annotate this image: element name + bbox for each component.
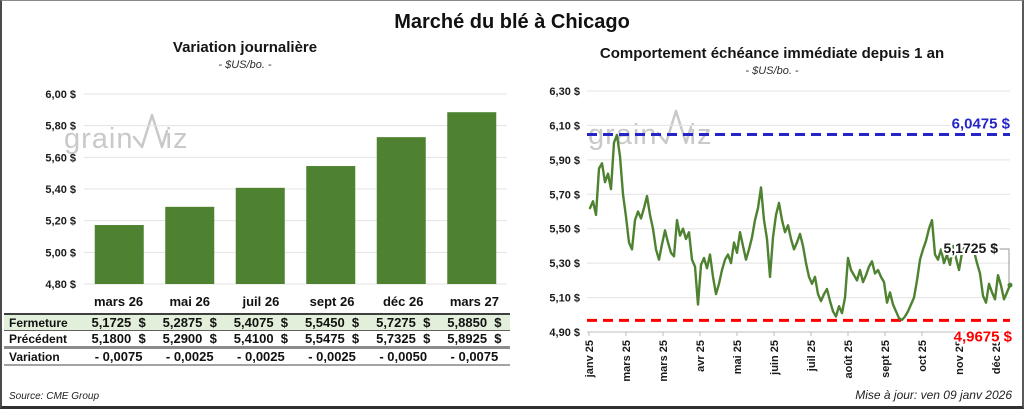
y-tick-label: 5,50 $ bbox=[549, 224, 580, 236]
high-value-label: 6,0475 $ bbox=[952, 115, 1011, 132]
x-tick-label: mars 25 bbox=[621, 340, 633, 382]
y-tick-label: 4,80 $ bbox=[45, 279, 76, 291]
month-header: sept 26 bbox=[309, 294, 355, 309]
value-cell: - 0,0025 bbox=[308, 349, 356, 364]
value-cell: - 0,0050 bbox=[379, 349, 428, 364]
row-label: Fermeture bbox=[9, 315, 68, 330]
x-tick-label: août 25 bbox=[843, 340, 855, 379]
watermark-text: iz bbox=[165, 123, 189, 155]
value-cell: 5,4075 $ bbox=[233, 315, 288, 330]
y-tick-label: 4,90 $ bbox=[549, 327, 580, 339]
month-header: déc 26 bbox=[382, 294, 424, 309]
value-cell: 5,8925 $ bbox=[447, 331, 502, 346]
month-header: mars 26 bbox=[94, 294, 144, 309]
low-value-label: 4,9675 $ bbox=[954, 328, 1013, 345]
value-cell: 5,1725 $ bbox=[91, 315, 146, 330]
bar bbox=[235, 187, 285, 284]
month-header: mai 26 bbox=[169, 294, 210, 309]
bar-chart-title: Variation journalière bbox=[172, 39, 318, 56]
y-tick-label: 5,60 $ bbox=[45, 152, 76, 164]
y-tick-label: 6,10 $ bbox=[549, 120, 580, 132]
y-tick-label: 5,00 $ bbox=[45, 247, 76, 259]
bar bbox=[376, 137, 426, 284]
grainwiz-watermark: grain iz bbox=[64, 111, 188, 154]
update-note: Mise à jour: ven 09 janv 2026 bbox=[855, 388, 1012, 402]
x-tick-label: mai 25 bbox=[732, 340, 744, 374]
table-row-precedent: Précédent 5,1800 $ 5,2900 $ 5,4100 $ 5,5475 … bbox=[4, 331, 510, 348]
value-cell: 5,4100 $ bbox=[233, 331, 288, 346]
x-tick-label: nov 25 bbox=[954, 340, 966, 375]
bar-chart-subtitle: - $US/bo. - bbox=[218, 59, 272, 71]
value-cell: - 0,0075 bbox=[94, 349, 143, 364]
x-tick-label: déc 25 bbox=[991, 340, 1003, 374]
value-cell: 5,8850 $ bbox=[447, 315, 502, 330]
table-row-variation: Variation - 0,0075 - 0,0025 - 0,0025 - 0,002… bbox=[4, 348, 510, 365]
x-tick-label: juil 25 bbox=[806, 340, 818, 372]
x-tick-label: avr 25 bbox=[695, 340, 707, 372]
watermark-text: grain bbox=[64, 123, 134, 155]
y-tick-label: 5,20 $ bbox=[45, 216, 76, 228]
value-cell: - 0,0075 bbox=[450, 349, 499, 364]
x-tick-label: sept 25 bbox=[880, 340, 892, 378]
value-cell: 5,7275 $ bbox=[376, 315, 431, 330]
bar bbox=[94, 225, 144, 284]
value-cell: 5,2900 $ bbox=[162, 331, 217, 346]
last-point-marker bbox=[1007, 282, 1013, 288]
x-tick-label: oct 25 bbox=[917, 340, 929, 372]
watermark-zigzag-icon bbox=[656, 109, 692, 145]
value-cell: 5,7325 $ bbox=[376, 331, 431, 346]
bar bbox=[165, 206, 215, 284]
month-header: mars 27 bbox=[449, 294, 499, 309]
y-tick-label: 5,30 $ bbox=[549, 258, 580, 270]
row-label: Précédent bbox=[9, 331, 68, 346]
row-label: Variation bbox=[9, 349, 60, 364]
page-title: Marché du blé à Chicago bbox=[394, 11, 630, 33]
value-cell: - 0,0025 bbox=[165, 349, 214, 364]
value-cell: - 0,0025 bbox=[237, 349, 285, 364]
last-value-label: 5,1725 $ bbox=[944, 240, 999, 256]
watermark-zigzag-icon bbox=[132, 113, 168, 149]
source-note: Source: CME Group bbox=[9, 391, 100, 402]
y-tick-label: 5,80 $ bbox=[45, 121, 76, 133]
month-header: juil 26 bbox=[242, 294, 280, 309]
x-tick-label: janv 25 bbox=[584, 340, 596, 378]
label-leader-line bbox=[999, 248, 1010, 284]
futures-table: mars 26 mai 26 juil 26 sept 26 déc 26 mars 27… bbox=[4, 292, 510, 366]
bar bbox=[306, 166, 356, 284]
y-tick-label: 6,00 $ bbox=[45, 89, 76, 101]
price-line bbox=[588, 133, 1012, 322]
table-corner-cell bbox=[4, 292, 83, 314]
y-tick-label: 5,10 $ bbox=[549, 293, 580, 305]
x-tick-label: juin 25 bbox=[769, 340, 781, 376]
y-tick-label: 5,40 $ bbox=[45, 184, 76, 196]
y-tick-label: 5,70 $ bbox=[549, 189, 580, 201]
y-tick-label: 6,30 $ bbox=[549, 86, 580, 98]
x-tick-label: mars 25 bbox=[658, 340, 670, 382]
table-row-fermeture: Fermeture 5,1725 $ 5,2875 $ 5,4075 $ 5,5450 … bbox=[4, 314, 510, 331]
value-cell: 5,1800 $ bbox=[91, 331, 146, 346]
y-tick-label: 5,90 $ bbox=[549, 155, 580, 167]
value-cell: 5,2875 $ bbox=[162, 315, 217, 330]
line-chart-subtitle: - $US/bo. - bbox=[745, 65, 799, 77]
value-cell: 5,5475 $ bbox=[304, 331, 360, 346]
bar bbox=[447, 112, 497, 284]
table-header-row: mars 26 mai 26 juil 26 sept 26 déc 26 mars 27 bbox=[4, 292, 510, 314]
value-cell: 5,5450 $ bbox=[304, 315, 360, 330]
line-chart-title: Comportement échéance immédiate depuis 1… bbox=[599, 45, 945, 62]
